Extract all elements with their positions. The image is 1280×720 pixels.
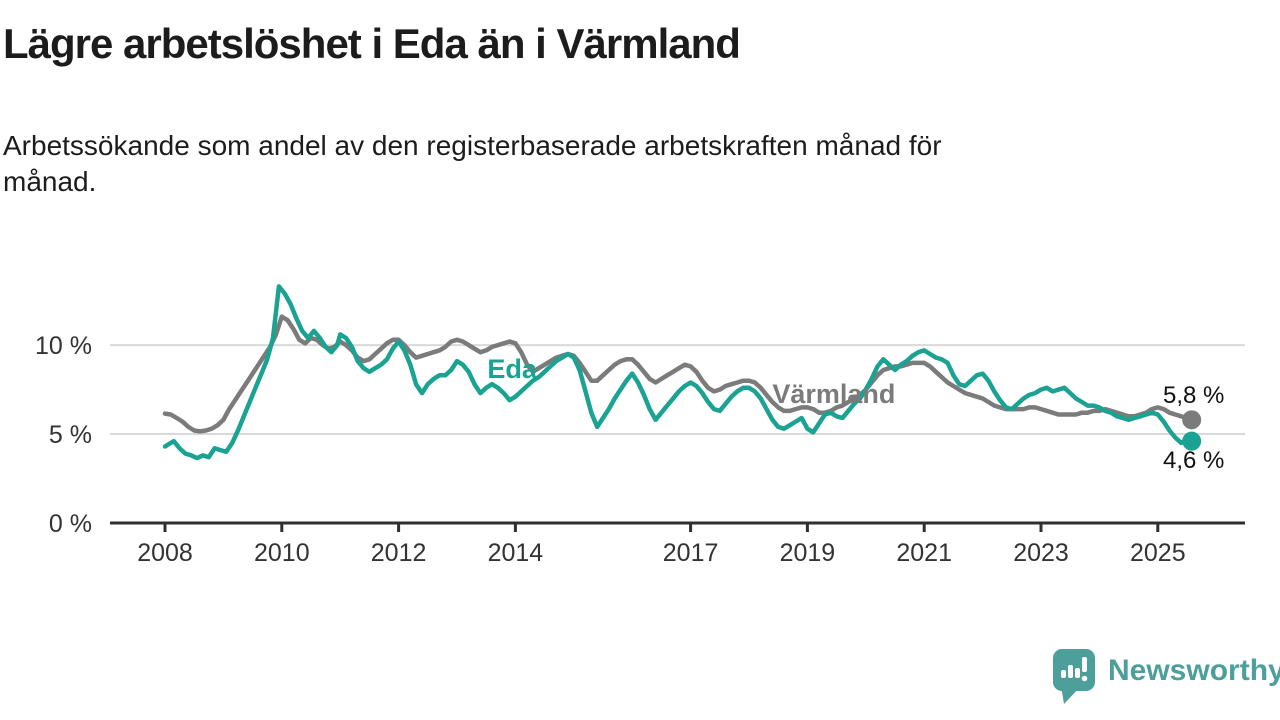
logo-bars-icon [1061,657,1088,682]
x-axis-tick-label: 2008 [137,539,193,567]
x-axis-tick-label: 2010 [254,539,310,567]
x-axis-tick-label: 2017 [663,539,719,567]
x-axis-tick-label: 2021 [896,539,952,567]
x-axis-tick-label: 2025 [1130,539,1186,567]
end-dot-eda [1182,431,1202,451]
line-chart: 0 % 5 % 10 % 2008 2010 2012 2014 2017 2019 2021 20… [35,284,1245,567]
x-axis-tick-label: 2023 [1013,539,1069,567]
logo-bubble-tail [1061,686,1079,704]
y-axis-tick-label: 10 % [35,332,92,360]
end-dot-värmland [1182,410,1202,430]
x-axis-tick-label: 2014 [488,539,544,567]
series-label-eda: Eda [487,354,538,384]
newsworthy-logo-icon [1053,649,1095,704]
x-axis-tick-label: 2019 [780,539,836,567]
series-label-värmland: Värmland [772,379,895,409]
end-value-label-eda: 4,6 % [1163,447,1224,474]
series-line-eda [162,284,1194,461]
x-axis-tick-label: 2012 [371,539,427,567]
end-value-label-värmland: 5,8 % [1163,382,1224,409]
subtitle-line-1: Arbetssökande som andel av den registerb… [3,130,942,161]
page-title: Lägre arbetslöshet i Eda än i Värmland [3,20,741,67]
subtitle-line-2: månad. [3,166,97,197]
newsworthy-logo: Newsworthy [1052,648,1280,706]
y-axis-tick-label: 5 % [49,421,92,449]
logo-bubble [1053,649,1095,691]
newsworthy-logo-text: Newsworthy [1108,654,1280,687]
y-axis-tick-label: 0 % [49,510,92,538]
